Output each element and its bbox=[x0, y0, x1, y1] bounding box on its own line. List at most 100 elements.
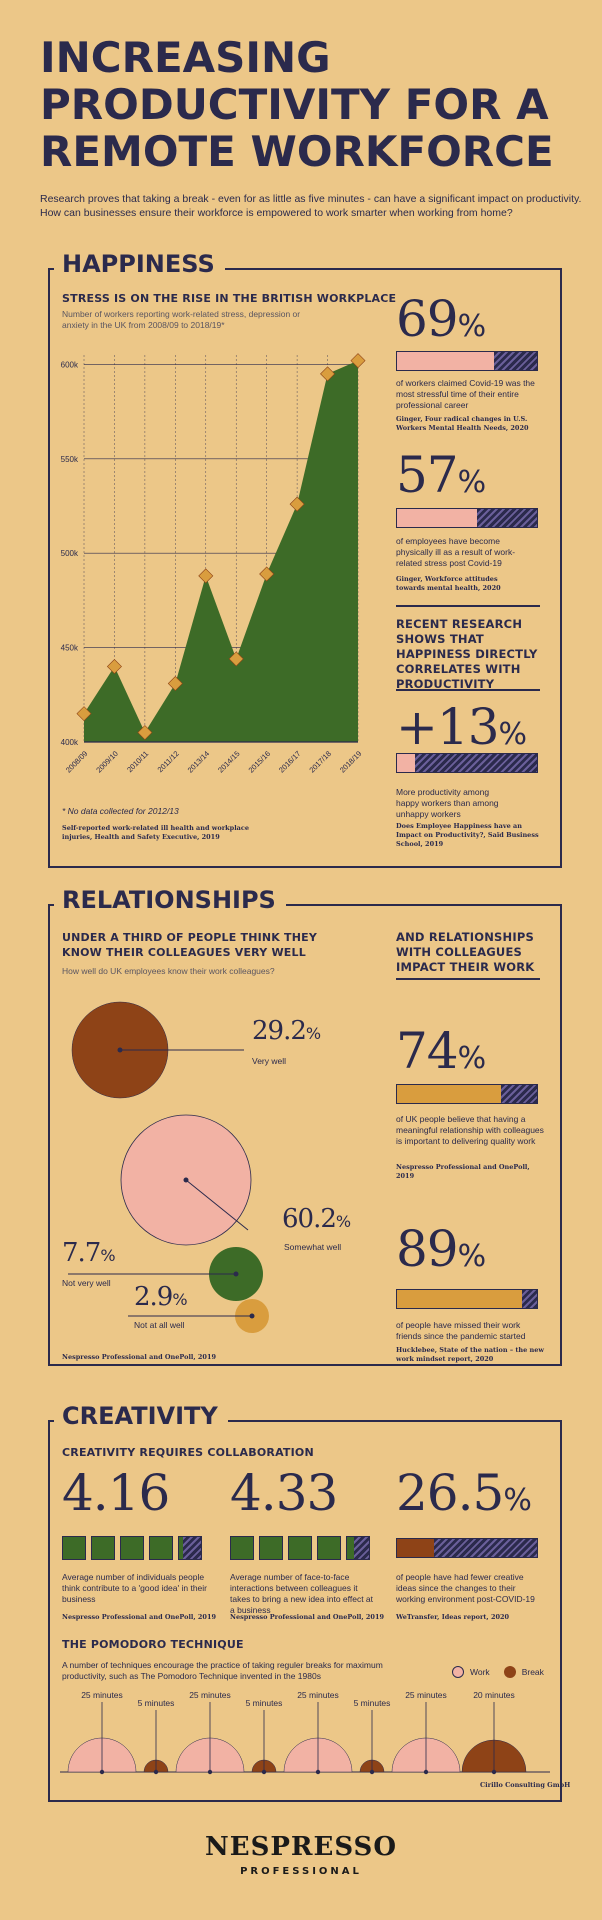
stat-74-bar bbox=[396, 1084, 538, 1104]
timeline-dot bbox=[207, 1769, 213, 1775]
timeline-dot bbox=[315, 1769, 321, 1775]
timeline-dot bbox=[491, 1769, 497, 1775]
score-box bbox=[259, 1536, 283, 1560]
relationships-source: Nespresso Professional and OnePoll, 2019 bbox=[62, 1353, 217, 1361]
data-point bbox=[106, 658, 122, 674]
timeline-dot bbox=[261, 1769, 267, 1775]
segment-duration-label: 5 minutes bbox=[138, 1698, 175, 1708]
stat-57: 57% bbox=[396, 446, 486, 504]
x-tick-label: 2011/12 bbox=[156, 749, 181, 774]
data-point bbox=[167, 675, 183, 691]
intro-text: Research proves that taking a break - ev… bbox=[40, 193, 582, 219]
stress-footnote: * No data collected for 2012/13 bbox=[62, 806, 179, 816]
x-tick-label: 2015/16 bbox=[247, 749, 273, 775]
stat-89-text: of people have missed their work friends… bbox=[396, 1320, 526, 1341]
segment-duration-label: 25 minutes bbox=[81, 1690, 123, 1700]
stat-89-source: Hucklebee, State of the nation – the new… bbox=[396, 1346, 544, 1363]
stat-74: 74% bbox=[396, 1022, 486, 1080]
timeline-dot bbox=[423, 1769, 429, 1775]
bubble-not-at-all-well-value: 2.9% bbox=[134, 1282, 188, 1312]
nespresso-logo: NESPRESSO bbox=[205, 1832, 397, 1862]
divider bbox=[396, 605, 540, 607]
stat-26-5-bar bbox=[396, 1538, 538, 1558]
stat-4-16-boxes bbox=[62, 1536, 206, 1562]
stat-26-5-source: WeTransfer, Ideas report, 2020 bbox=[396, 1613, 510, 1621]
score-box bbox=[178, 1536, 202, 1560]
legend-work-swatch bbox=[452, 1666, 464, 1678]
bubble-somewhat-well-value: 60.2% bbox=[282, 1204, 351, 1234]
data-point bbox=[76, 706, 92, 722]
score-box bbox=[230, 1536, 254, 1560]
bubble-somewhat-well-label: Somewhat well bbox=[284, 1242, 342, 1252]
relationships-panel bbox=[48, 904, 562, 1366]
y-tick-label: 550k bbox=[61, 455, 79, 464]
score-box bbox=[149, 1536, 173, 1560]
creativity-subheading: CREATIVITY REQUIRES COLLABORATION bbox=[62, 1446, 314, 1459]
data-point bbox=[228, 651, 244, 667]
x-tick-label: 2014/15 bbox=[216, 749, 242, 775]
bubble-not-very-well-label: Not very well bbox=[62, 1278, 111, 1288]
stat-plus13: +13% bbox=[396, 698, 527, 756]
stat-plus13-bar bbox=[396, 753, 538, 773]
data-point bbox=[320, 366, 336, 382]
x-tick-label: 2013/14 bbox=[186, 749, 212, 775]
pomodoro-heading: THE POMODORO TECHNIQUE bbox=[62, 1638, 244, 1651]
y-tick-label: 600k bbox=[61, 360, 79, 369]
data-point bbox=[137, 725, 153, 741]
stat-69-source: Ginger, Four radical changes in U.S. Wor… bbox=[396, 415, 529, 432]
bubble-not-very-well-value: 7.7% bbox=[62, 1238, 116, 1268]
bubble-very-well-label: Very well bbox=[252, 1056, 287, 1066]
pomodoro-text: A number of techniques encourage the pra… bbox=[62, 1660, 383, 1681]
segment-duration-label: 20 minutes bbox=[473, 1690, 515, 1700]
bubble-very-well-value: 29.2% bbox=[252, 1016, 321, 1046]
nespresso-logo-sub: PROFESSIONAL bbox=[240, 1866, 362, 1877]
stress-chart-desc: Number of workers reporting work-related… bbox=[62, 309, 301, 330]
x-tick-label: 2017/18 bbox=[307, 749, 333, 775]
bubble-not-at-all-well-label: Not at all well bbox=[134, 1320, 185, 1330]
stat-89: 89% bbox=[396, 1220, 486, 1278]
creativity-panel bbox=[48, 1420, 562, 1802]
stat-4-33-boxes bbox=[230, 1536, 374, 1562]
y-tick-label: 500k bbox=[61, 549, 79, 558]
stat-26-5-text: of people have had fewer creative ideas … bbox=[396, 1572, 535, 1604]
stat-89-bar bbox=[396, 1289, 538, 1309]
relationships-heading: RELATIONSHIPS bbox=[54, 886, 286, 914]
score-box bbox=[288, 1536, 312, 1560]
stat-69-bar bbox=[396, 351, 538, 371]
pomodoro-legend: Work Break bbox=[452, 1666, 544, 1678]
relationships-right-heading: AND RELATIONSHIPS WITH COLLEAGUES IMPACT… bbox=[396, 930, 535, 974]
divider bbox=[396, 689, 540, 691]
stat-4-33: 4.33 bbox=[230, 1464, 338, 1522]
happiness-panel bbox=[48, 268, 562, 868]
data-point bbox=[259, 566, 275, 582]
stat-57-source: Ginger, Workforce attitudes towards ment… bbox=[396, 575, 501, 592]
stat-69-text: of workers claimed Covid-19 was the most… bbox=[396, 378, 535, 410]
stat-57-bar bbox=[396, 508, 538, 528]
timeline-dot bbox=[153, 1769, 159, 1775]
x-tick-label: 2009/10 bbox=[94, 749, 120, 775]
stat-4-16-source: Nespresso Professional and OnePoll, 2019 bbox=[62, 1613, 217, 1621]
stat-57-text: of employees have become physically ill … bbox=[396, 536, 516, 568]
pomodoro-timeline: 25 minutes 5 minutes 25 minutes 5 minutes 25… bbox=[60, 1690, 550, 1775]
stat-plus13-source: Does Employee Happiness have an Impact o… bbox=[396, 822, 539, 848]
stat-26-5: 26.5% bbox=[396, 1464, 532, 1522]
pomodoro-source: Cirillo Consulting GmbH bbox=[480, 1781, 571, 1789]
stat-69: 69% bbox=[396, 290, 486, 348]
x-tick-label: 2010/11 bbox=[125, 749, 150, 774]
segment-duration-label: 25 minutes bbox=[297, 1690, 339, 1700]
legend-work-label: Work bbox=[470, 1667, 490, 1677]
score-box bbox=[120, 1536, 144, 1560]
divider bbox=[396, 978, 540, 980]
data-point bbox=[350, 353, 366, 369]
stat-4-33-text: Average number of face-to-face interacti… bbox=[230, 1572, 374, 1615]
timeline-dot bbox=[99, 1769, 105, 1775]
legend-break-label: Break bbox=[521, 1667, 544, 1677]
segment-duration-label: 5 minutes bbox=[354, 1698, 391, 1708]
stat-74-text: of UK people believe that having a meani… bbox=[396, 1114, 544, 1146]
bubble-chart bbox=[68, 1001, 269, 1333]
happiness-heading: HAPPINESS bbox=[54, 250, 225, 278]
score-box bbox=[317, 1536, 341, 1560]
stat-74-source: Nespresso Professional and OnePoll, 2019 bbox=[396, 1163, 530, 1180]
stat-4-33-source: Nespresso Professional and OnePoll, 2019 bbox=[230, 1613, 385, 1621]
stat-4-16-text: Average number of individuals people thi… bbox=[62, 1572, 208, 1604]
